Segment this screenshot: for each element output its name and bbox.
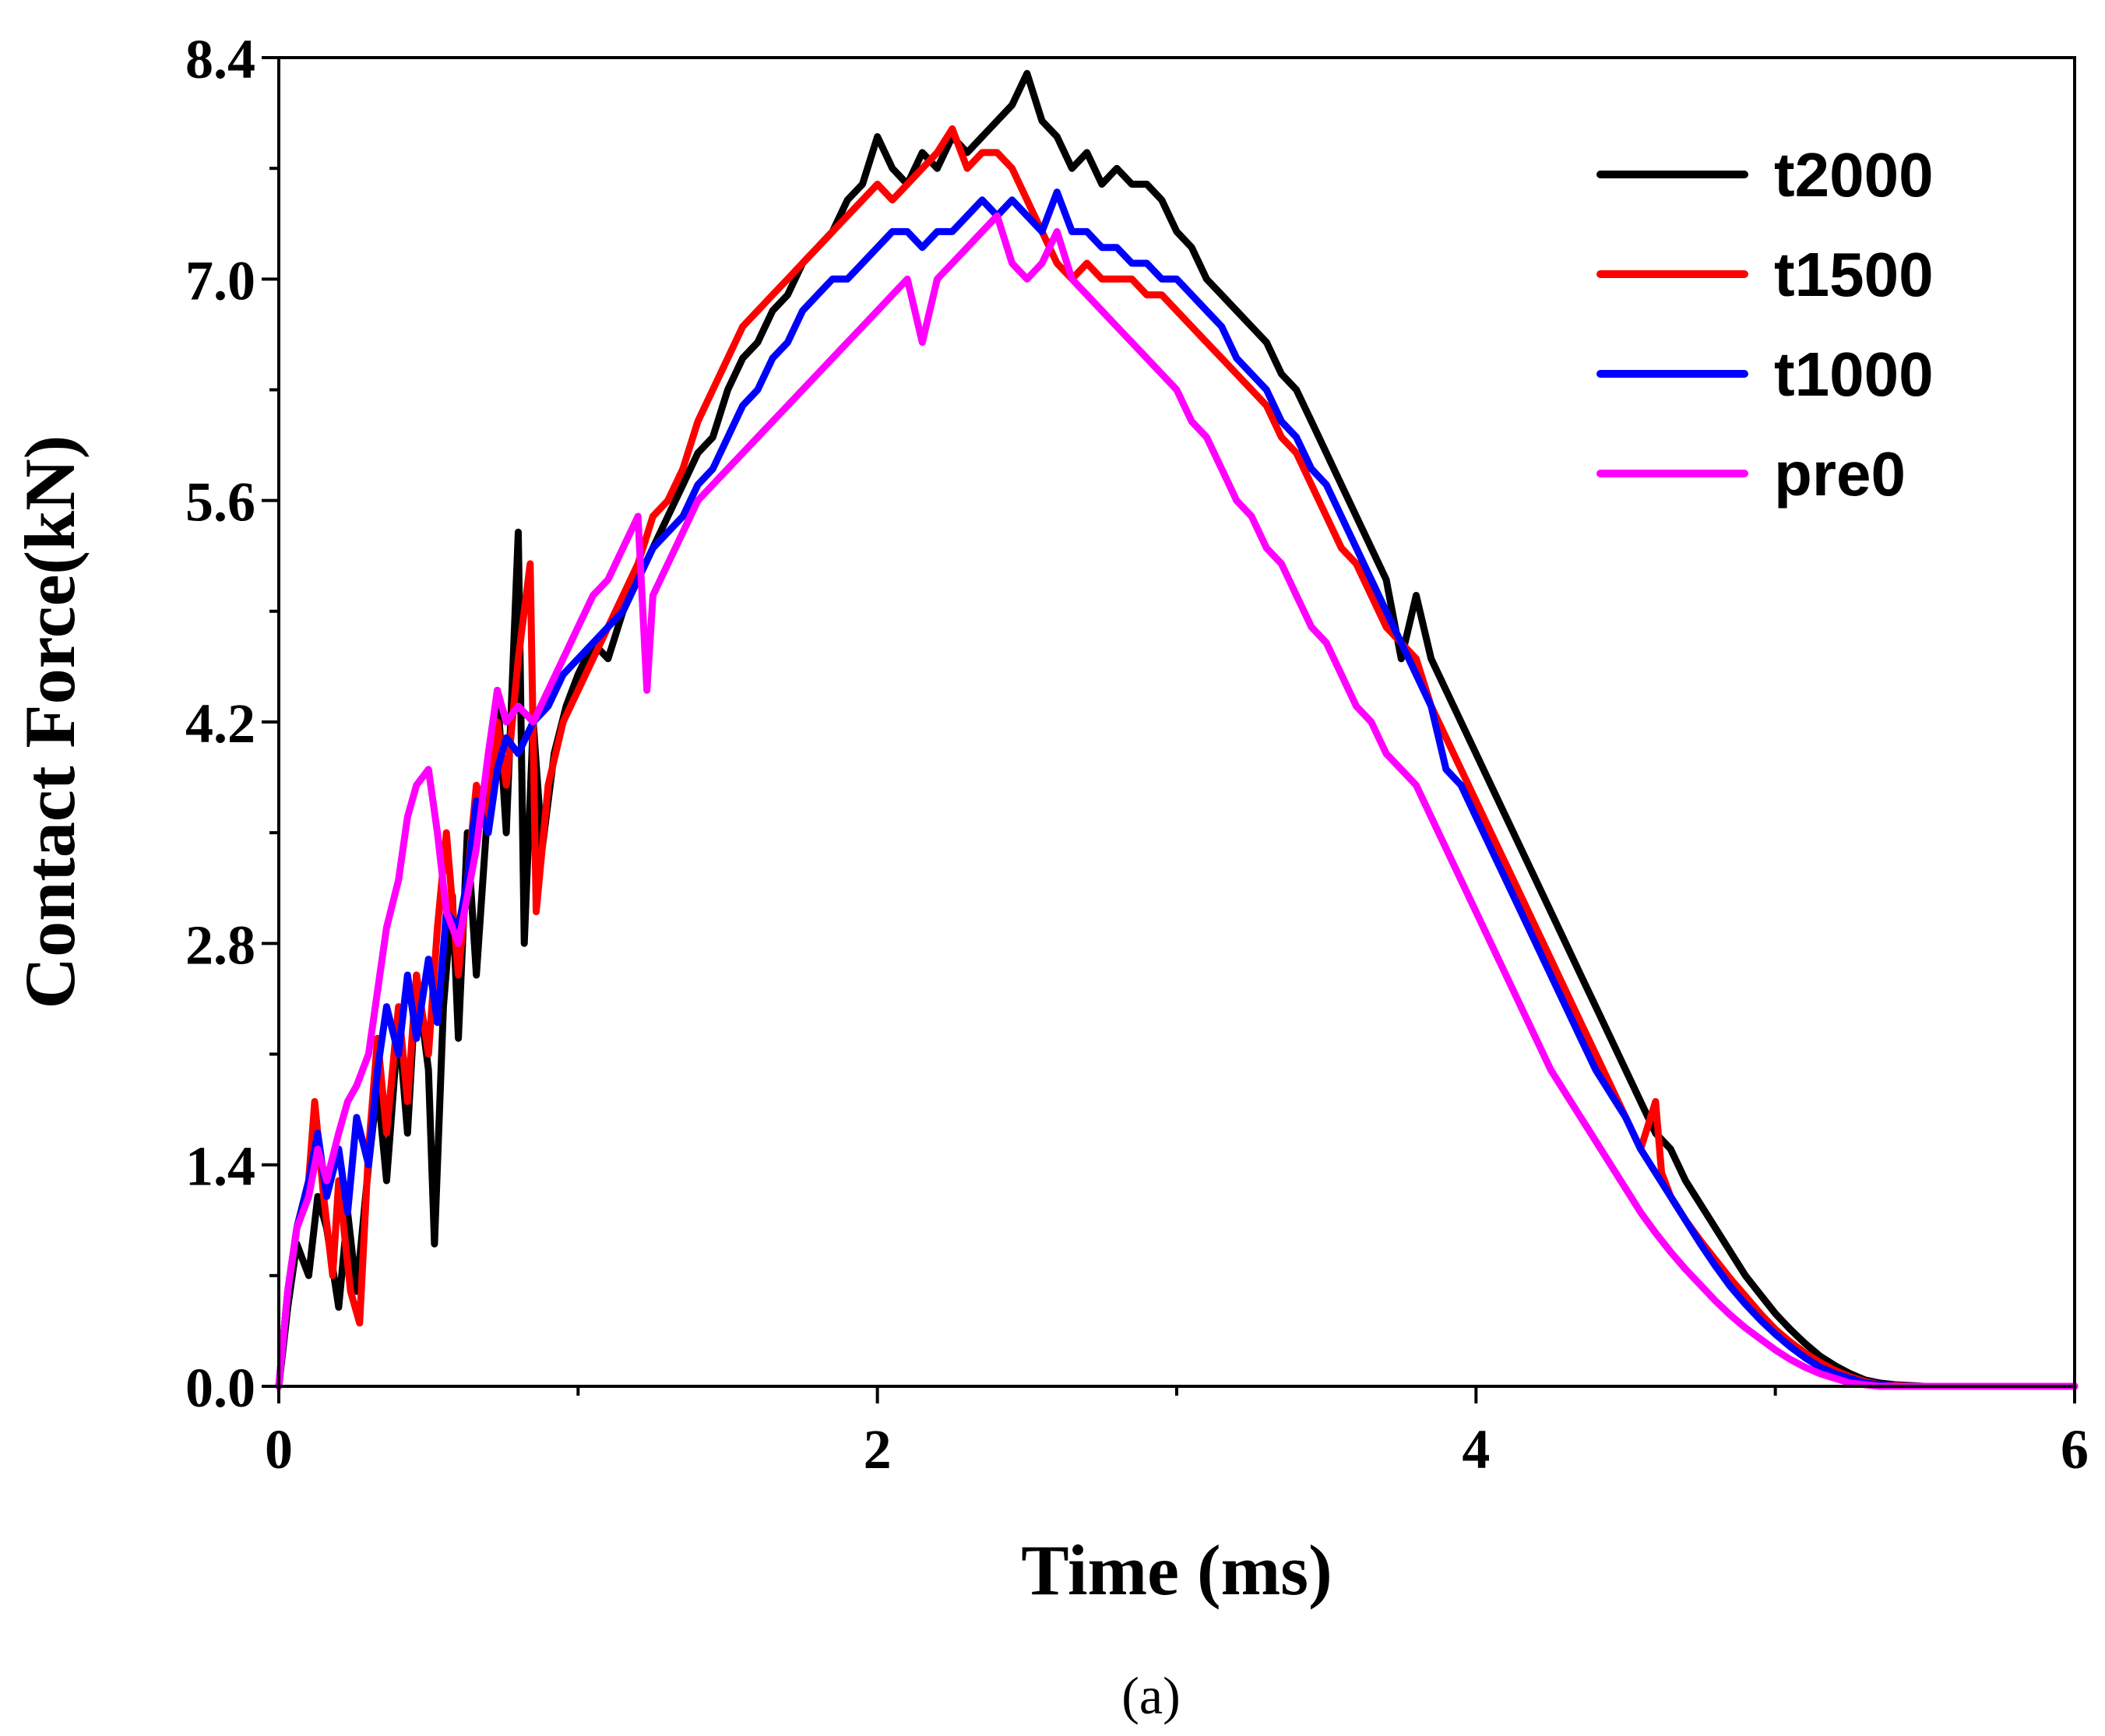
figure-caption: (a) (1121, 1666, 1180, 1725)
tick-labels-layer: 0 2 4 6 0.0 1.4 2.8 4.2 5.6 7.0 8.4 (185, 28, 2089, 1481)
y-tick-label: 5.6 (185, 471, 255, 533)
legend-label-pre0: pre0 (1774, 439, 1906, 509)
series-line-t1500 (275, 125, 2079, 1390)
y-tick-label: 7.0 (185, 249, 255, 312)
y-tick-label: 4.2 (185, 692, 255, 755)
x-tick-label: 4 (1462, 1418, 1490, 1481)
x-tick-label: 0 (265, 1418, 293, 1481)
legend: t2000 t1500 t1000 pre0 (1596, 140, 1934, 509)
y-tick-label: 8.4 (185, 28, 255, 90)
y-axis-title: Contact Force(kN) (10, 435, 90, 1009)
series-line-pre0 (275, 212, 2079, 1390)
series-line-t1000 (275, 188, 2079, 1390)
legend-label-t2000: t2000 (1774, 140, 1934, 210)
legend-label-t1500: t1500 (1774, 240, 1934, 309)
y-tick-label: 2.8 (185, 914, 255, 976)
y-tick-label: 1.4 (185, 1136, 255, 1198)
ticks-layer (262, 56, 2076, 1403)
x-axis-title: Time (ms) (1021, 1530, 1332, 1610)
y-tick-label: 0.0 (185, 1357, 255, 1419)
series-layer (275, 69, 2079, 1390)
x-tick-label: 2 (864, 1418, 892, 1481)
x-tick-label: 6 (2061, 1418, 2089, 1481)
legend-label-t1000: t1000 (1774, 340, 1934, 409)
